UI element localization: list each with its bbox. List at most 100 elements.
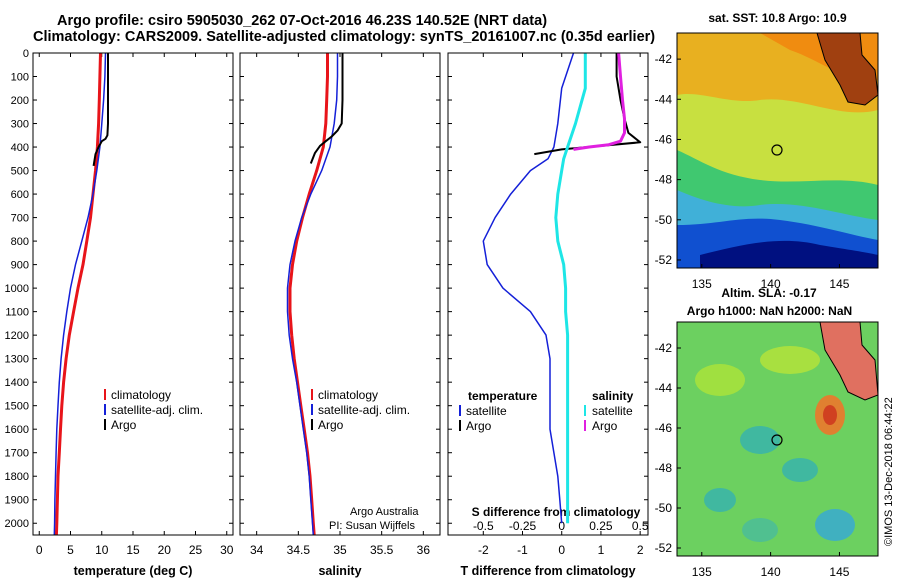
panel-frame xyxy=(32,52,234,536)
sla-map-frame xyxy=(676,321,879,557)
y-tick-label: 100 xyxy=(11,72,29,84)
s-diff-tick-label: 0.25 xyxy=(589,519,613,533)
x-tick-label: 0 xyxy=(36,543,43,557)
title-line-2: Climatology: CARS2009. Satellite-adjuste… xyxy=(33,29,656,45)
y-tick-label: 400 xyxy=(11,142,29,154)
map-title-line-1: Altim. SLA: -0.17 xyxy=(721,286,817,300)
panel-frame xyxy=(239,52,441,536)
imos-stamp: ©IMOS 13-Dec-2018 06:44:22 xyxy=(883,397,895,546)
profile-panel-2: 34 34.5 35 35.5 36 salinity climatologysatelli… xyxy=(239,52,441,578)
series-argo xyxy=(309,53,344,164)
x-tick-label: 35.5 xyxy=(370,543,394,557)
map-y-tick-label: -48 xyxy=(655,461,673,475)
credit-line-2: PI: Susan Wijffels xyxy=(329,520,415,532)
x-axis-label: salinity xyxy=(318,564,361,578)
series-argo xyxy=(92,53,109,167)
series-temperature-satellite xyxy=(482,53,575,524)
map-y-tick-label: -44 xyxy=(655,381,673,395)
y-tick-label: 900 xyxy=(11,260,29,272)
legend-label: Argo xyxy=(111,418,137,432)
s-diff-tick-label: 0 xyxy=(558,519,565,533)
legend-label: satellite-adj. clim. xyxy=(318,403,410,417)
s-diff-tick-label: -0.5 xyxy=(473,519,494,533)
x-tick-label: 34 xyxy=(250,543,264,557)
map-y-tick-label: -50 xyxy=(655,501,673,515)
series-salinity-satellite xyxy=(554,53,587,524)
map-x-tick-label: 135 xyxy=(692,565,712,579)
y-tick-label: 1400 xyxy=(5,377,29,389)
y-tick-label: 1500 xyxy=(5,401,29,413)
legend-label: satellite-adj. clim. xyxy=(111,403,203,417)
legend-group-temperature: temperature xyxy=(468,389,538,403)
map-y-tick-label: -52 xyxy=(655,541,673,555)
s-diff-axis-label: S difference from climatology xyxy=(472,505,641,519)
argo-location-marker-sst xyxy=(771,144,783,156)
map-title: sat. SST: 10.8 Argo: 10.9 xyxy=(708,11,847,25)
y-tick-label: 1700 xyxy=(5,448,29,460)
series-satellite-adj-clim- xyxy=(286,53,339,535)
map-axes-1: 135 140 145 -42 -44 -46 -48 -50 -52 sat. SST: 10.… xyxy=(655,11,850,291)
s-diff-tick-label: -0.25 xyxy=(509,519,537,533)
panel-frame xyxy=(447,52,649,536)
title-line-1: Argo profile: csiro 5905030_262 07-Oct-2… xyxy=(57,13,548,29)
legend-label: climatology xyxy=(318,388,378,402)
x-tick-label: 25 xyxy=(189,543,203,557)
credit-line-1: Argo Australia xyxy=(350,506,419,518)
map-axes-2: 135 140 145 -42 -44 -46 -48 -50 -52 Altim. SLA: -… xyxy=(655,286,853,579)
legend-group-salinity: salinity xyxy=(592,389,634,403)
map-x-tick-label: 140 xyxy=(761,565,781,579)
map-subtitle: Argo h1000: NaN h2000: NaN xyxy=(687,304,852,318)
legend-label: climatology xyxy=(111,388,171,402)
x-tick-label: 34.5 xyxy=(287,543,311,557)
x-tick-label: 36 xyxy=(417,543,431,557)
y-tick-label: 0 xyxy=(23,48,29,60)
y-tick-label: 700 xyxy=(11,213,29,225)
x-tick-label: 15 xyxy=(126,543,140,557)
profile-panel-1: 0100200300400500600700800900100011001200… xyxy=(5,48,234,578)
map-y-tick-label: -42 xyxy=(655,52,673,66)
x-tick-label: -2 xyxy=(478,543,489,557)
map-y-tick-label: -52 xyxy=(655,253,673,267)
legend-label: Argo xyxy=(466,419,492,433)
y-tick-label: 1200 xyxy=(5,330,29,342)
x-tick-label: -1 xyxy=(517,543,528,557)
y-tick-label: 600 xyxy=(11,189,29,201)
argo-location-marker-sla xyxy=(771,434,783,446)
map-y-tick-label: -46 xyxy=(655,421,673,435)
y-tick-label: 1300 xyxy=(5,354,29,366)
profile-panel-3: -2 -1 0 1 2 -0.5 -0.25 0 0.25 0.5S difference fro… xyxy=(447,52,649,578)
y-tick-label: 500 xyxy=(11,166,29,178)
map-x-tick-label: 145 xyxy=(829,277,849,291)
series-satellite-adj-clim- xyxy=(53,53,107,535)
y-tick-label: 1000 xyxy=(5,283,29,295)
map-x-tick-label: 140 xyxy=(761,277,781,291)
map-y-tick-label: -46 xyxy=(655,132,673,146)
y-tick-label: 1900 xyxy=(5,495,29,507)
legend-label: Argo xyxy=(592,419,618,433)
x-tick-label: 20 xyxy=(158,543,172,557)
y-tick-label: 1100 xyxy=(5,307,29,319)
map-y-tick-label: -44 xyxy=(655,92,673,106)
s-diff-tick-label: 0.5 xyxy=(632,519,649,533)
map-x-tick-label: 135 xyxy=(692,277,712,291)
y-tick-label: 1800 xyxy=(5,471,29,483)
y-tick-label: 800 xyxy=(11,236,29,248)
x-tick-label: 5 xyxy=(67,543,74,557)
y-tick-label: 200 xyxy=(11,95,29,107)
x-tick-label: 10 xyxy=(95,543,109,557)
map-x-tick-label: 145 xyxy=(829,565,849,579)
x-tick-label: 2 xyxy=(637,543,644,557)
x-tick-label: 30 xyxy=(220,543,234,557)
sla-map xyxy=(677,322,878,556)
y-tick-label: 300 xyxy=(11,119,29,131)
map-y-tick-label: -42 xyxy=(655,341,673,355)
sst-map-frame xyxy=(676,32,879,269)
y-tick-label: 2000 xyxy=(5,518,29,530)
map-y-tick-label: -48 xyxy=(655,173,673,187)
series-climatology xyxy=(288,53,329,535)
map-y-tick-label: -50 xyxy=(655,213,673,227)
legend-label: Argo xyxy=(318,418,344,432)
legend-label: satellite xyxy=(466,404,507,418)
x-tick-label: 1 xyxy=(598,543,605,557)
